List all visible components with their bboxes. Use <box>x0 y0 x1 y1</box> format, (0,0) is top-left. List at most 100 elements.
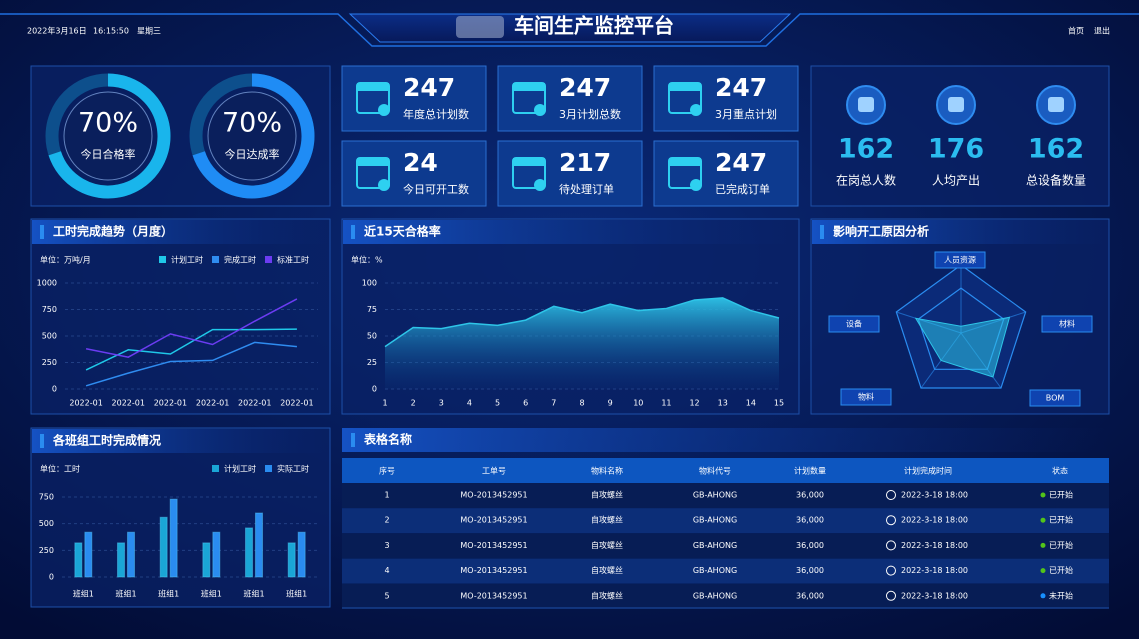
clock-icon <box>886 515 896 526</box>
radar-label: 物料 <box>858 392 874 402</box>
panel-header <box>32 429 329 453</box>
cell: 自攻螺丝 <box>591 540 623 550</box>
cell: GB-AHONG <box>693 591 737 600</box>
stat-value: 247 <box>559 73 611 102</box>
x-tick-label: 13 <box>718 399 728 408</box>
weekday: 星期三 <box>137 27 161 36</box>
cell: 自攻螺丝 <box>591 490 623 500</box>
page-title: 车间生产监控平台 <box>514 14 674 38</box>
cell: 3 <box>384 541 389 550</box>
x-tick-label: 8 <box>579 399 584 408</box>
column-header: 计划数量 <box>794 466 826 476</box>
status-dot <box>1040 542 1046 548</box>
radar-label-box <box>1041 315 1093 333</box>
x-tick-label: 2 <box>411 399 416 408</box>
header-mark <box>351 225 355 239</box>
y-tick-label: 0 <box>49 573 54 582</box>
stat-icon-top <box>513 158 545 166</box>
x-tick-label: 班组1 <box>115 589 136 599</box>
nav-link[interactable]: 退出 <box>1094 26 1110 36</box>
table-title-bar <box>342 428 1109 452</box>
y-tick-label: 250 <box>39 546 54 555</box>
bar <box>74 542 83 578</box>
x-tick-label: 3 <box>439 399 444 408</box>
x-tick-label: 班组1 <box>201 589 222 599</box>
legend-swatch <box>265 465 272 472</box>
panel <box>30 427 331 608</box>
y-tick-label: 25 <box>367 358 377 367</box>
area-fill <box>385 297 779 389</box>
line-series <box>85 328 297 371</box>
status-dot <box>1040 593 1046 599</box>
legend-label: 计划工时 <box>224 464 256 474</box>
unit-label: 单位：工时 <box>40 464 80 474</box>
cell: 2022-3-18 18:00 <box>901 491 968 500</box>
stat-icon-badge <box>378 104 390 116</box>
gauge-label: 今日合格率 <box>81 147 136 161</box>
x-tick-label: 12 <box>689 399 699 408</box>
column-header: 状态 <box>1052 466 1068 476</box>
stat-icon-badge <box>534 104 546 116</box>
y-tick-label: 250 <box>42 358 57 367</box>
status-cell: 已开始 <box>1049 565 1073 575</box>
table-row <box>342 483 1109 508</box>
staff-value: 162 <box>838 134 894 165</box>
bar <box>127 531 135 578</box>
nav-link[interactable]: 首页 <box>1068 26 1084 36</box>
gauge-value: 70% <box>78 108 138 139</box>
y-tick-label: 750 <box>42 305 57 314</box>
panel-title: 影响开工原因分析 <box>833 224 929 239</box>
x-tick-label: 2022-01 <box>280 399 313 408</box>
status-cell: 已开始 <box>1049 490 1073 500</box>
x-tick-label: 15 <box>774 399 784 408</box>
stat-icon-top <box>513 83 545 91</box>
x-tick-label: 2022-01 <box>112 399 145 408</box>
y-tick-label: 75 <box>367 305 377 314</box>
legend-label: 实际工时 <box>277 464 309 474</box>
legend-label: 完成工时 <box>224 255 256 265</box>
table-row <box>342 533 1109 559</box>
x-tick-label: 班组1 <box>158 589 179 599</box>
panel-header <box>32 220 329 244</box>
area-line <box>384 297 780 348</box>
legend-swatch <box>212 465 219 472</box>
staff-label: 在岗总人数 <box>836 173 896 188</box>
legend-swatch <box>265 256 272 263</box>
stat-label: 已完成订单 <box>715 182 770 196</box>
stat-value: 217 <box>559 148 611 177</box>
y-tick-label: 750 <box>39 493 54 502</box>
x-tick-label: 班组1 <box>286 589 307 599</box>
x-tick-label: 11 <box>661 399 671 408</box>
table-row <box>342 558 1109 584</box>
cell: 2022-3-18 18:00 <box>901 541 968 550</box>
stat-icon-top <box>669 83 701 91</box>
time: 16:15:50 <box>93 27 129 36</box>
stat-icon-top <box>357 83 389 91</box>
legend-swatch <box>159 256 166 263</box>
y-tick-label: 0 <box>372 385 377 394</box>
x-tick-label: 14 <box>746 399 756 408</box>
y-tick-label: 500 <box>39 519 54 528</box>
radar-label: 材料 <box>1059 319 1075 329</box>
radar-label-box <box>828 315 880 333</box>
table-row <box>342 583 1109 609</box>
bar <box>297 531 306 578</box>
x-tick-label: 4 <box>467 399 472 408</box>
header-mark <box>820 225 824 239</box>
legend-label: 计划工时 <box>171 255 203 265</box>
panel-title: 近15天合格率 <box>364 224 441 239</box>
y-tick-label: 1000 <box>37 279 57 288</box>
panel <box>30 218 331 415</box>
unit-label: 单位：万吨/月 <box>40 255 91 265</box>
stat-icon-badge <box>690 104 702 116</box>
cell: 36,000 <box>796 591 824 600</box>
staff-label: 人均产出 <box>932 174 980 188</box>
cell: MO-2013452951 <box>460 491 527 500</box>
cell: 自攻螺丝 <box>591 565 623 575</box>
radar-label-box <box>934 251 986 269</box>
cell: 36,000 <box>796 566 824 575</box>
radar-label: 人员资源 <box>944 255 976 265</box>
legend-label: 标准工时 <box>277 255 309 265</box>
logo-blur <box>456 16 504 38</box>
